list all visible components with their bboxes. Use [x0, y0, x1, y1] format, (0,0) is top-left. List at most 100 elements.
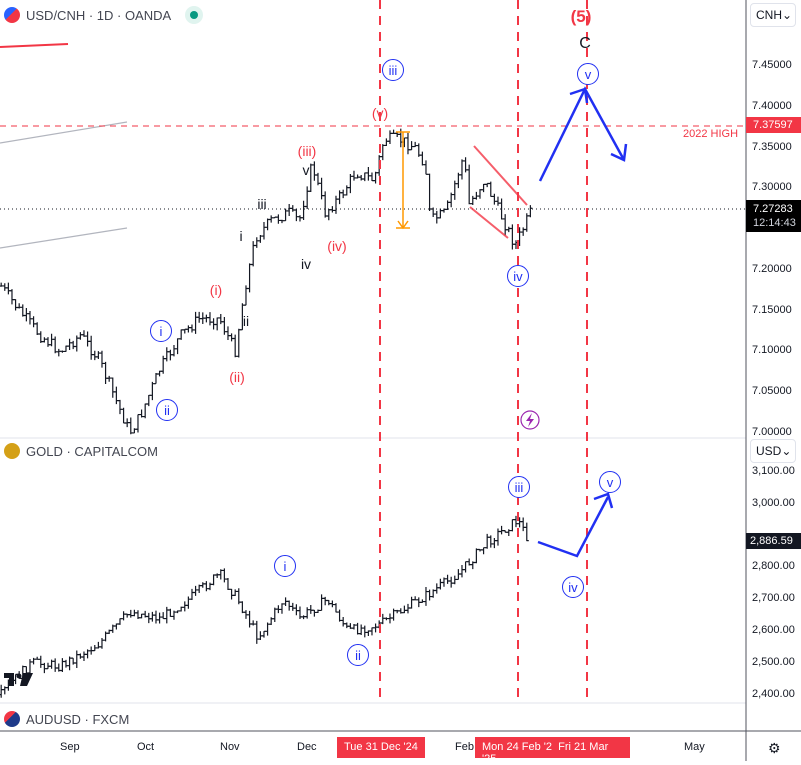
- ohlc-bar: [243, 610, 248, 619]
- wave-label[interactable]: iv: [300, 256, 312, 272]
- ohlc-bar: [74, 335, 79, 352]
- channel-line-upper[interactable]: [0, 121, 128, 144]
- ohlc-bar: [373, 171, 378, 184]
- ohlc-bar: [341, 617, 346, 627]
- ohlc-bar: [254, 237, 259, 248]
- ohlc-bar: [222, 317, 227, 335]
- usdcnh-legend[interactable]: USD/CNH · 1D · OANDA: [4, 6, 204, 24]
- wave-label[interactable]: v: [599, 471, 621, 493]
- ohlc-bar: [477, 548, 482, 552]
- ohlc-bar: [207, 312, 212, 326]
- wave-label[interactable]: C: [579, 35, 591, 52]
- ohlc-bar: [459, 564, 464, 578]
- currency-select-usd[interactable]: USD ⌄: [750, 439, 796, 463]
- ohlc-bar: [405, 132, 410, 155]
- time-label: Dec: [297, 741, 317, 753]
- ohlc-bar: [495, 528, 500, 546]
- wave-label[interactable]: (iv): [327, 238, 347, 254]
- wave-label[interactable]: ii: [347, 644, 369, 666]
- ohlc-bar: [456, 172, 461, 189]
- ohlc-bar: [449, 576, 454, 588]
- wave-label[interactable]: (i): [209, 282, 223, 298]
- wave-label[interactable]: (ii): [229, 369, 245, 385]
- projection-arrow-orange[interactable]: [396, 131, 410, 230]
- price-tick-label: 7.40000: [752, 99, 792, 112]
- wedge-lower-line[interactable]: [469, 206, 509, 239]
- trend-line-red[interactable]: [0, 43, 69, 48]
- wave-label[interactable]: iii: [257, 196, 267, 212]
- channel-line-lower[interactable]: [0, 227, 128, 249]
- wave-label[interactable]: i: [274, 555, 296, 577]
- market-open-status-icon[interactable]: [185, 6, 204, 24]
- ohlc-bar: [53, 336, 58, 354]
- ohlc-bar: [261, 221, 266, 240]
- ohlc-bar: [125, 613, 130, 618]
- ohlc-bar: [56, 663, 61, 672]
- ohlc-bar: [146, 394, 151, 407]
- ohlc-bar: [369, 172, 374, 182]
- wave-label[interactable]: iv: [562, 576, 584, 598]
- ohlc-bar: [53, 658, 58, 672]
- ohlc-bar: [49, 659, 54, 669]
- currency-select-cnh[interactable]: CNH ⌄: [750, 3, 796, 27]
- projection-path-usdcnh[interactable]: [538, 86, 628, 182]
- wave-label[interactable]: ii: [242, 313, 250, 329]
- ohlc-bar: [326, 599, 331, 606]
- time-highlight-group: Mon 24 Feb '2 Fri 21 Mar '25: [475, 737, 630, 765]
- wave-label[interactable]: ii: [156, 399, 178, 421]
- ohlc-bar: [150, 381, 155, 401]
- ohlc-bar: [99, 350, 104, 368]
- ohlc-bar: [503, 530, 508, 533]
- wave-label[interactable]: iv: [507, 265, 529, 287]
- gold-legend[interactable]: GOLD · CAPITALCOM: [4, 443, 158, 459]
- ohlc-bar: [423, 586, 428, 606]
- wave-label[interactable]: v: [577, 63, 599, 85]
- wave-label[interactable]: iii: [508, 476, 530, 498]
- ohlc-bar: [333, 603, 338, 613]
- audusd-legend[interactable]: AUDUSD · FXCM: [4, 711, 129, 727]
- ohlc-bar: [413, 141, 418, 148]
- ohlc-bar: [27, 311, 32, 325]
- ohlc-bar: [485, 182, 490, 188]
- wave-label[interactable]: i: [239, 228, 243, 244]
- ohlc-bar: [265, 218, 270, 231]
- ohlc-bar: [441, 208, 446, 213]
- ohlc-bar: [96, 641, 101, 649]
- ohlc-bar: [294, 208, 299, 222]
- ohlc-bar: [164, 347, 169, 362]
- ohlc-bar: [168, 349, 173, 361]
- ohlc-bar: [17, 303, 22, 309]
- ohlc-bar: [193, 311, 198, 334]
- wave-label[interactable]: v: [302, 162, 310, 178]
- ohlc-bar: [135, 610, 140, 619]
- ohlc-bar: [355, 622, 360, 635]
- ohlc-bar: [161, 355, 166, 374]
- wedge-upper-line[interactable]: [473, 145, 528, 206]
- wave-label[interactable]: iii: [382, 59, 404, 81]
- currency-value: CNH: [756, 8, 782, 22]
- ohlc-bar: [78, 653, 83, 659]
- ohlc-bar: [431, 589, 436, 598]
- ohlc-bar: [485, 533, 490, 549]
- price-tick-label: 7.15000: [752, 303, 792, 316]
- settings-gear-icon[interactable]: ⚙: [768, 740, 781, 756]
- ohlc-bar: [438, 578, 443, 590]
- ohlc-bar: [366, 167, 371, 181]
- projection-path-gold[interactable]: [537, 492, 614, 558]
- wave-label[interactable]: i: [150, 320, 172, 342]
- ohlc-bar: [305, 186, 310, 209]
- ohlc-bar: [474, 191, 479, 200]
- wave-label[interactable]: (v): [371, 105, 389, 121]
- ohlc-bar: [110, 624, 115, 633]
- ohlc-bar: [409, 141, 414, 151]
- ohlc-bar: [420, 599, 425, 603]
- ohlc-bar: [492, 193, 497, 205]
- ohlc-bar: [9, 289, 14, 305]
- ohlc-bar: [240, 601, 245, 614]
- ohlc-bar: [60, 658, 65, 672]
- ohlc-bar: [351, 170, 356, 181]
- wave-label[interactable]: (iii): [297, 143, 317, 159]
- ohlc-bar: [265, 622, 270, 636]
- wave-label[interactable]: (5): [570, 7, 592, 26]
